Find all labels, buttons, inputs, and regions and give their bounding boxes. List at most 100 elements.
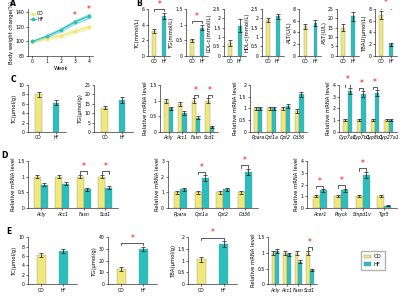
- Y-axis label: TC(mmol/L): TC(mmol/L): [136, 17, 140, 48]
- Y-axis label: Relative mRNA level: Relative mRNA level: [233, 82, 237, 135]
- Y-axis label: TBA(μmol/g): TBA(μmol/g): [171, 244, 176, 277]
- HF: [73, 20, 77, 24]
- Y-axis label: LDL-c(mmol/L): LDL-c(mmol/L): [207, 13, 212, 52]
- Bar: [310, 270, 314, 284]
- Bar: [258, 108, 262, 132]
- Y-axis label: Relative mRNA level: Relative mRNA level: [294, 158, 299, 211]
- HF: [44, 35, 49, 38]
- CD: [87, 25, 91, 29]
- Y-axis label: Relative mRNA level: Relative mRNA level: [251, 234, 256, 287]
- Bar: [245, 172, 251, 208]
- Bar: [271, 253, 275, 284]
- Bar: [55, 177, 62, 208]
- Legend: CD, HF: CD, HF: [30, 11, 44, 22]
- CD: [44, 37, 49, 40]
- Bar: [356, 196, 363, 208]
- Bar: [174, 192, 180, 208]
- Bar: [320, 190, 327, 208]
- Bar: [287, 254, 291, 284]
- Y-axis label: Relative mRNA level: Relative mRNA level: [143, 82, 148, 135]
- Y-axis label: TC(μmol/g): TC(μmol/g): [12, 94, 17, 123]
- Line: CD: CD: [31, 26, 90, 43]
- Bar: [306, 253, 310, 284]
- Legend: CD, HF: CD, HF: [361, 251, 385, 270]
- Y-axis label: TG(μmol/g): TG(μmol/g): [92, 246, 97, 276]
- Bar: [266, 20, 269, 56]
- Y-axis label: ALT(U/L): ALT(U/L): [287, 22, 292, 43]
- Bar: [152, 31, 156, 56]
- Text: *: *: [346, 75, 349, 84]
- Text: *: *: [359, 79, 363, 88]
- Bar: [238, 192, 245, 208]
- Bar: [53, 103, 59, 132]
- Bar: [371, 120, 375, 132]
- Y-axis label: AST(U/L): AST(U/L): [322, 21, 326, 44]
- Bar: [377, 196, 384, 208]
- Bar: [275, 251, 279, 284]
- Y-axis label: Relative mRNA level: Relative mRNA level: [155, 158, 160, 211]
- Bar: [37, 255, 45, 284]
- Bar: [343, 120, 348, 132]
- Bar: [357, 120, 361, 132]
- Bar: [313, 196, 320, 208]
- Bar: [119, 100, 126, 132]
- Bar: [180, 189, 187, 208]
- Text: *: *: [82, 163, 86, 171]
- Text: *: *: [103, 163, 107, 171]
- Text: *: *: [361, 159, 365, 168]
- Bar: [190, 40, 194, 56]
- HF: [30, 40, 35, 43]
- Bar: [384, 120, 389, 132]
- Bar: [84, 189, 91, 208]
- Bar: [341, 28, 345, 56]
- Bar: [192, 101, 196, 132]
- Bar: [304, 27, 307, 56]
- Bar: [210, 127, 214, 132]
- Bar: [34, 177, 41, 208]
- HF: [87, 14, 91, 18]
- Bar: [35, 94, 42, 132]
- Text: E: E: [6, 227, 12, 237]
- Text: *: *: [130, 234, 134, 243]
- Text: *: *: [200, 163, 204, 172]
- Bar: [62, 184, 69, 208]
- Text: A: A: [10, 0, 16, 8]
- CD: [30, 40, 35, 43]
- Bar: [314, 23, 317, 56]
- Bar: [267, 108, 272, 132]
- X-axis label: Week: Week: [53, 66, 68, 71]
- Bar: [168, 108, 173, 132]
- Bar: [196, 118, 200, 132]
- Text: D: D: [1, 151, 8, 160]
- Bar: [41, 185, 48, 208]
- Text: *: *: [87, 5, 91, 14]
- Y-axis label: TG(mmol/L): TG(mmol/L): [169, 17, 174, 48]
- Bar: [164, 101, 168, 132]
- Bar: [217, 192, 223, 208]
- Text: C: C: [11, 75, 16, 84]
- Bar: [299, 94, 304, 132]
- Y-axis label: Body weight change(%): Body weight change(%): [9, 1, 14, 64]
- Bar: [98, 177, 105, 208]
- Bar: [384, 206, 391, 208]
- Y-axis label: Relative mRNA level: Relative mRNA level: [11, 158, 16, 211]
- Text: *: *: [318, 176, 322, 186]
- Text: B: B: [136, 0, 142, 8]
- Bar: [195, 192, 202, 208]
- Bar: [276, 16, 279, 56]
- Text: *: *: [208, 86, 212, 95]
- Y-axis label: TG(μmol/g): TG(μmol/g): [79, 94, 83, 123]
- Bar: [389, 44, 393, 56]
- Bar: [200, 28, 204, 56]
- Text: *: *: [384, 0, 388, 7]
- Bar: [219, 244, 228, 284]
- Y-axis label: Relative mRNA level: Relative mRNA level: [326, 82, 331, 135]
- Bar: [341, 190, 348, 208]
- CD: [58, 34, 63, 37]
- Bar: [286, 106, 290, 132]
- Bar: [281, 108, 286, 132]
- Text: *: *: [373, 78, 377, 86]
- Bar: [334, 196, 341, 208]
- Bar: [272, 108, 276, 132]
- Bar: [105, 188, 112, 208]
